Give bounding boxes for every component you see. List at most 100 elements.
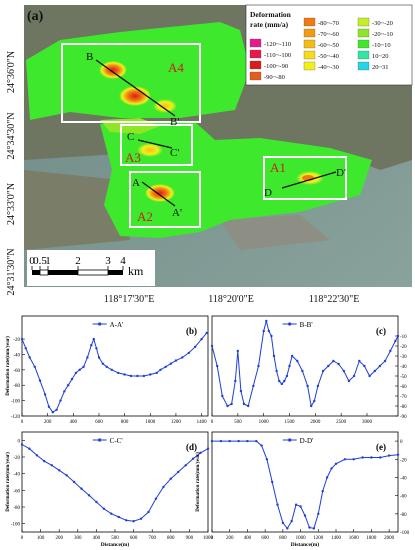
data-point (92, 337, 96, 341)
data-point (147, 510, 150, 514)
profile-charts: 0 200 400 600 800 1000 1200 1400-120-100-80-60-… (6, 315, 410, 548)
y-tick-label: -20 (13, 456, 20, 461)
x-tick-label: 200 (44, 420, 52, 425)
y-tick-label: 0 (18, 439, 21, 444)
data-point (162, 485, 165, 489)
y-tick-label: -100 (11, 400, 21, 405)
y-tick-label: -80 (13, 384, 20, 389)
series-label: B-B' (300, 321, 313, 329)
panel-label: (e) (376, 442, 386, 452)
data-point (181, 356, 184, 359)
y-tick-label: -100 (400, 531, 410, 536)
legend-label: 20~31 (372, 64, 389, 71)
legend-swatch (249, 71, 262, 81)
data-point (234, 379, 237, 383)
data-point (97, 356, 101, 359)
data-point (347, 379, 351, 383)
data-point (90, 344, 93, 347)
legend-swatch (357, 61, 370, 71)
data-point (33, 365, 36, 368)
data-point (58, 469, 61, 472)
x-tick-label: 100 (37, 536, 45, 541)
legend-swatch (357, 39, 370, 49)
coverage-middle (100, 122, 372, 238)
x-tick-label: 800 (279, 536, 287, 541)
y-tick-label: -80 (13, 506, 20, 511)
chart-panel-e: 0 200 400 600 800 1000 1200 1400 1600 1800 2000 -10… (196, 431, 410, 548)
x-tick-label: 0 (211, 420, 214, 425)
data-point (342, 369, 345, 373)
data-point (334, 462, 338, 465)
data-point (321, 369, 325, 373)
x-tick-label: 700 (148, 536, 156, 541)
x-tick-label: 200 (226, 536, 234, 541)
data-point (164, 365, 167, 368)
plot-frame (21, 431, 209, 533)
data-point (82, 365, 85, 368)
y-tick-label: -100 (11, 523, 21, 528)
x-tick-label: 1000 (296, 536, 307, 541)
label-b-start: B (86, 51, 93, 63)
data-point (174, 359, 178, 362)
x-tick-label: 1500 (285, 420, 296, 425)
data-point (281, 521, 285, 525)
data-point (327, 364, 330, 368)
data-point (105, 365, 108, 368)
y-tick-label: -60 (13, 369, 20, 374)
legend-swatch (303, 61, 316, 71)
land-southeast (220, 215, 330, 250)
legend-label: -20~-10 (372, 31, 393, 38)
x-tick-label: 1000 (259, 420, 270, 425)
data-point (155, 371, 158, 375)
legend-label: -110~-100 (264, 52, 291, 59)
x-tick-label: 2500 (336, 420, 347, 425)
area-box-a2 (129, 171, 201, 228)
data-point (343, 458, 347, 461)
label-c-end: C' (170, 147, 179, 159)
data-point (299, 505, 302, 508)
chart-panel-b: 0 200 400 600 800 1000 1200 1400 -120 -100 -80 -60 -… (6, 315, 209, 425)
x-tick-label: 500 (111, 536, 119, 541)
legend-title-line2: rate (mm/a) (250, 20, 289, 29)
x-tick-label: 800 (121, 420, 129, 425)
scale-segment-5 (108, 270, 123, 275)
data-point (228, 439, 231, 443)
x-tick-label: 1600 (349, 536, 360, 541)
x-axis-label: Distance(m) (291, 541, 320, 548)
legend-items: -120~-110 -110~-100 -100~-90 -90~-80 -80~-70… (249, 17, 393, 81)
legend-swatch (303, 17, 316, 27)
data-point (358, 359, 361, 363)
panel-label: (d) (186, 442, 197, 452)
data-point (169, 362, 172, 365)
data-point (70, 377, 74, 381)
data-point (310, 404, 313, 408)
x-tick-label: 300 (74, 536, 82, 541)
hotspot-a4-center (119, 86, 151, 106)
data-point (149, 373, 152, 376)
y-tick-label: -70 (400, 395, 407, 400)
data-point (210, 344, 214, 348)
x-tick-label: 600 (130, 536, 138, 541)
chart-panel-c: 0 500 1000 1500 2000 2500 3000 -90 -80 -70 -60 -50 -… (210, 315, 407, 425)
data-point (72, 480, 76, 484)
data-point (65, 474, 68, 477)
data-point (50, 464, 53, 467)
data-point (236, 349, 239, 353)
data-point (55, 408, 58, 411)
data-point (288, 364, 291, 368)
data-point (396, 453, 400, 456)
data-point (59, 399, 62, 402)
x-tick-label: 1000 (203, 536, 214, 541)
label-c-start: C (127, 131, 134, 143)
data-point (352, 374, 356, 378)
data-point (200, 337, 203, 341)
x-tick-label: 1200 (171, 420, 182, 425)
data-point (242, 402, 246, 406)
data-point (136, 374, 139, 378)
legend-label: -50~-40 (318, 53, 339, 60)
data-point (270, 334, 273, 338)
data-point (28, 356, 31, 359)
data-point (194, 345, 197, 348)
data-point (159, 368, 162, 371)
legend-marker (98, 438, 102, 442)
